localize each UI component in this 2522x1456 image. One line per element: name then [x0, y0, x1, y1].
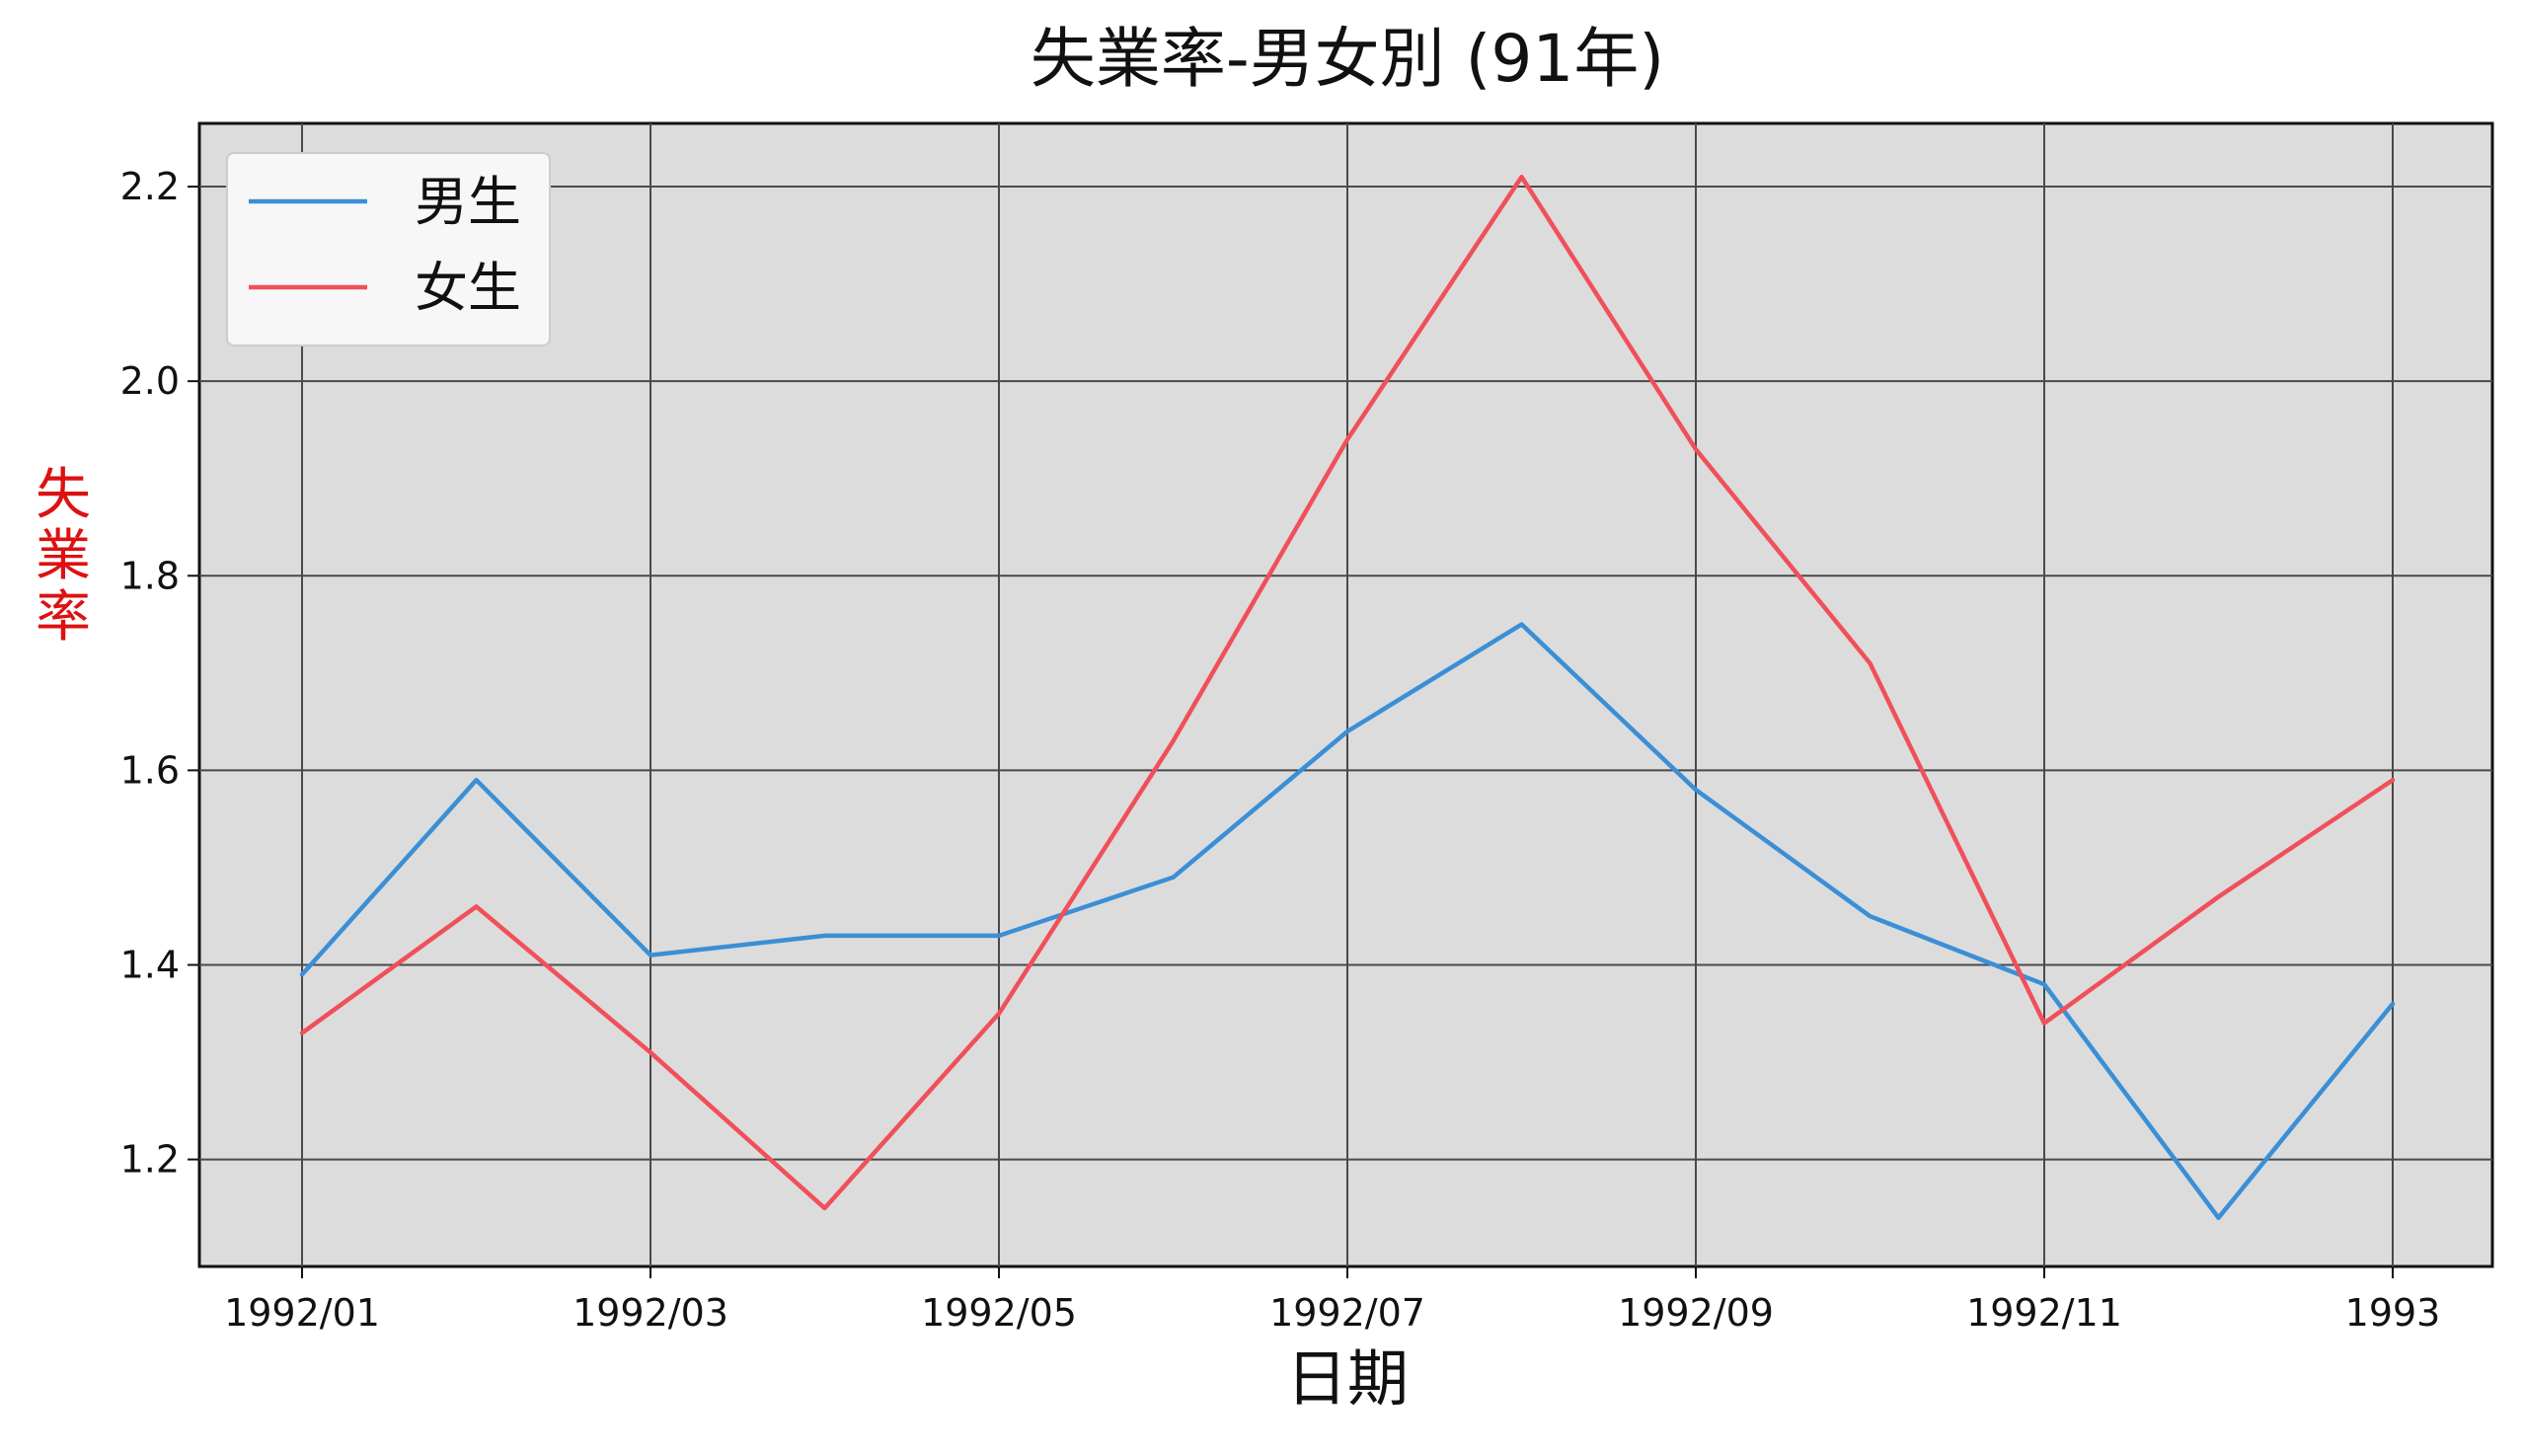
x-tick-label: 1992/11: [1966, 1291, 2122, 1335]
y-tick-label: 2.2: [120, 165, 180, 208]
axes: 1.2 1.4 1.6 1.8 2.0 2.2 1992/01 1992/03 1992/05 1…: [120, 165, 2441, 1335]
y-tick-label: 1.8: [120, 554, 180, 597]
x-axis-label: 日期: [1286, 1342, 1409, 1415]
x-tick-label: 1992/07: [1269, 1291, 1425, 1335]
y-axis-label-char: 業: [36, 524, 91, 588]
x-tick-label: 1993: [2345, 1291, 2441, 1335]
legend-label: 男生: [415, 171, 521, 233]
x-tick-label: 1992/03: [573, 1291, 728, 1335]
y-tick-label: 1.4: [120, 943, 180, 986]
y-tick-label: 1.2: [120, 1138, 180, 1182]
chart-title: 失業率-男女別 (91年): [1031, 21, 1664, 97]
x-tick-label: 1992/09: [1618, 1291, 1774, 1335]
series-lines: [299, 174, 2396, 1220]
y-axis-label-char: 失: [36, 463, 91, 527]
x-tick-label: 1992/05: [921, 1291, 1077, 1335]
series-line-男生: [299, 622, 2396, 1220]
y-axis-label-char: 率: [36, 585, 91, 650]
legend-label: 女生: [415, 257, 521, 319]
y-tick-label: 2.0: [120, 359, 180, 403]
y-tick-label: 1.6: [120, 748, 180, 792]
x-tick-label: 1992/01: [224, 1291, 380, 1335]
series-line-女生: [299, 174, 2396, 1211]
y-axis-label: 失業率: [36, 463, 91, 650]
